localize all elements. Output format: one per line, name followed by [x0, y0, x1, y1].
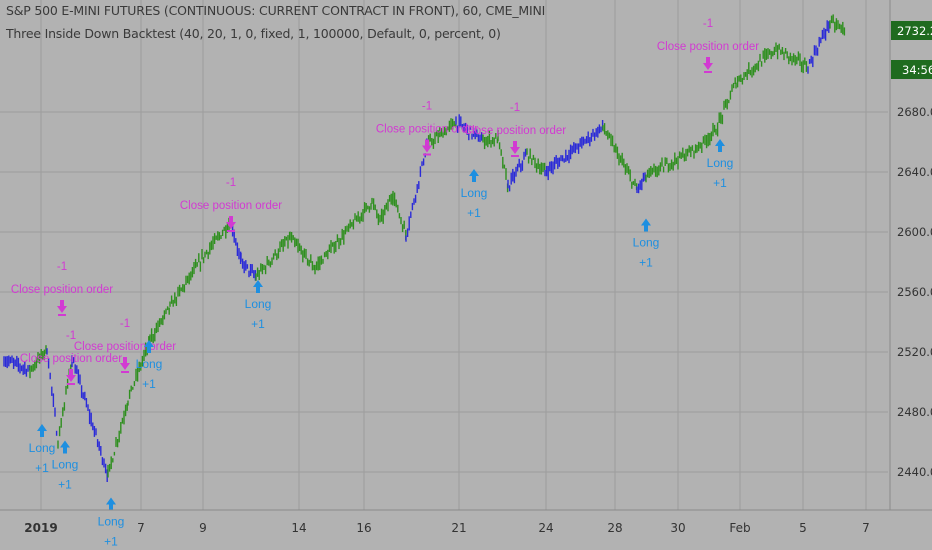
- price-bars: [3, 14, 846, 482]
- time-tick-label: 28: [607, 521, 622, 535]
- long-qty: +1: [713, 176, 727, 190]
- time-tick-label: 14: [291, 521, 306, 535]
- close-qty: -1: [66, 330, 76, 342]
- price-tick-label: 2680.00: [897, 105, 932, 119]
- time-tick-label: Feb: [729, 521, 750, 535]
- long-entry-marker[interactable]: Long +1: [245, 280, 272, 331]
- close-order-marker[interactable]: Close position order -1: [20, 330, 122, 385]
- long-entry-marker[interactable]: Long +1: [29, 424, 56, 475]
- time-tick-label: 24: [538, 521, 553, 535]
- close-label: Close position order: [657, 41, 759, 53]
- long-label: Long: [98, 515, 125, 529]
- time-tick-label: 5: [799, 521, 807, 535]
- price-tick-label: 2520.00: [897, 345, 932, 359]
- long-label: Long: [29, 441, 56, 455]
- price-tick-label: 2640.00: [897, 165, 932, 179]
- long-label: Long: [52, 458, 79, 472]
- price-tick-label: 2600.00: [897, 225, 932, 239]
- long-entry-marker[interactable]: Long +1: [52, 440, 79, 492]
- long-entry-marker[interactable]: Long +1: [461, 169, 488, 220]
- chart-symbol-title[interactable]: S&P 500 E-MINI FUTURES (CONTINUOUS: CURR…: [6, 3, 546, 18]
- up-arrow-icon: [106, 497, 116, 511]
- down-arrow-icon: [510, 141, 520, 154]
- down-arrow-icon: [703, 57, 713, 70]
- close-qty: -1: [57, 261, 67, 273]
- long-label: Long: [461, 186, 488, 200]
- up-arrow-icon: [715, 139, 725, 152]
- close-label: Close position order: [376, 124, 478, 136]
- up-arrow-icon: [144, 340, 154, 353]
- long-qty: +1: [251, 317, 265, 331]
- time-tick-label: 9: [199, 521, 207, 535]
- axes: 2440.00 2480.00 2520.00 2560.00 2600.00 2640.…: [0, 0, 932, 535]
- long-entry-marker[interactable]: Long +1: [707, 139, 734, 190]
- up-arrow-icon: [60, 440, 70, 454]
- close-order-marker[interactable]: Close position order -1: [657, 18, 759, 73]
- long-qty: +1: [35, 461, 49, 475]
- down-arrow-icon: [422, 139, 432, 153]
- price-tick-label: 2480.00: [897, 405, 932, 419]
- up-arrow-icon: [253, 280, 263, 293]
- long-qty: +1: [142, 377, 156, 391]
- long-label: Long: [707, 156, 734, 170]
- close-order-marker[interactable]: Close position order -1: [11, 261, 113, 316]
- close-qty: -1: [703, 18, 713, 30]
- down-arrow-icon: [66, 369, 76, 382]
- down-arrow-icon: [57, 300, 67, 313]
- price-tick-label: 2560.00: [897, 285, 932, 299]
- up-arrow-icon: [469, 169, 479, 182]
- time-tick-label: 30: [670, 521, 685, 535]
- time-tick-label: 7: [137, 521, 145, 535]
- close-qty: -1: [510, 102, 520, 114]
- close-label: Close position order: [464, 125, 566, 137]
- long-qty: +1: [58, 478, 72, 492]
- countdown-bg: [891, 60, 932, 79]
- long-label: Long: [136, 357, 163, 371]
- current-price-text: 2732.25: [897, 24, 932, 38]
- close-order-marker[interactable]: Close position order -1: [180, 177, 282, 232]
- long-qty: +1: [467, 206, 481, 220]
- grid: [0, 0, 888, 510]
- current-price-label: 2732.25 34:56: [891, 21, 932, 79]
- close-order-marker[interactable]: Close position order -1: [376, 101, 478, 156]
- long-label: Long: [245, 297, 272, 311]
- close-label: Close position order: [20, 353, 122, 365]
- up-arrow-icon: [37, 424, 47, 437]
- close-qty: -1: [120, 318, 130, 330]
- countdown-text: 34:56: [902, 63, 932, 77]
- long-qty: +1: [104, 535, 118, 549]
- long-qty: +1: [639, 256, 653, 270]
- study-legend[interactable]: Three Inside Down Backtest (40, 20, 1, 0…: [6, 26, 501, 41]
- long-entry-marker[interactable]: Long +1: [633, 218, 660, 270]
- current-price-bg: [891, 21, 932, 40]
- close-label: Close position order: [180, 200, 282, 212]
- time-tick-label: 16: [356, 521, 371, 535]
- down-arrow-icon: [226, 216, 236, 229]
- close-qty: -1: [226, 177, 236, 189]
- close-label: Close position order: [11, 284, 113, 296]
- time-tick-label: 21: [451, 521, 466, 535]
- up-arrow-icon: [641, 218, 651, 232]
- close-label: Close position order: [74, 341, 176, 353]
- long-label: Long: [633, 236, 660, 250]
- price-tick-label: 2440.00: [897, 465, 932, 479]
- time-tick-label: 2019: [24, 521, 57, 535]
- close-qty: -1: [422, 101, 432, 113]
- time-tick-label: 7: [862, 521, 870, 535]
- down-arrow-icon: [120, 357, 130, 370]
- long-entry-marker[interactable]: Long +1: [98, 497, 125, 549]
- long-entry-marker[interactable]: Long +1: [136, 340, 163, 391]
- close-order-marker[interactable]: Close position order -1: [464, 102, 566, 157]
